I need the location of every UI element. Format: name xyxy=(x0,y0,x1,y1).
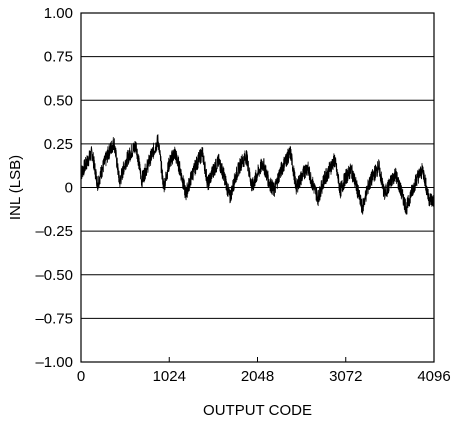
y-tick-label: 0 xyxy=(65,180,73,197)
y-axis-label: INL (LSB) xyxy=(7,155,24,220)
x-tick-label: 4096 xyxy=(417,368,450,385)
x-tick-label: 2048 xyxy=(241,368,274,385)
y-tick-label: –0.50 xyxy=(35,267,73,284)
y-tick-label: 1.00 xyxy=(44,5,73,22)
y-tick-label: –0.25 xyxy=(35,223,73,240)
y-tick-label: –0.75 xyxy=(35,310,73,327)
series-layer xyxy=(80,134,435,215)
x-tick-label: 1024 xyxy=(153,368,186,385)
y-tick-label: 0.50 xyxy=(44,92,73,109)
y-tick-label: –1.00 xyxy=(35,354,73,371)
x-tick-label: 3072 xyxy=(329,368,362,385)
x-tick-labels: 0 1024 2048 3072 4096 xyxy=(77,357,451,385)
x-axis-label: OUTPUT CODE xyxy=(203,402,312,419)
y-tick-label: 0.75 xyxy=(44,49,73,66)
grid-lines xyxy=(81,56,434,319)
y-tick-label: 0.25 xyxy=(44,136,73,153)
y-tick-labels: 1.00 0.75 0.50 0.25 0 –0.25 –0.50 –0.75 –1.00 xyxy=(35,5,73,371)
x-tick-label: 0 xyxy=(77,368,85,385)
inl-series-line xyxy=(80,134,435,215)
